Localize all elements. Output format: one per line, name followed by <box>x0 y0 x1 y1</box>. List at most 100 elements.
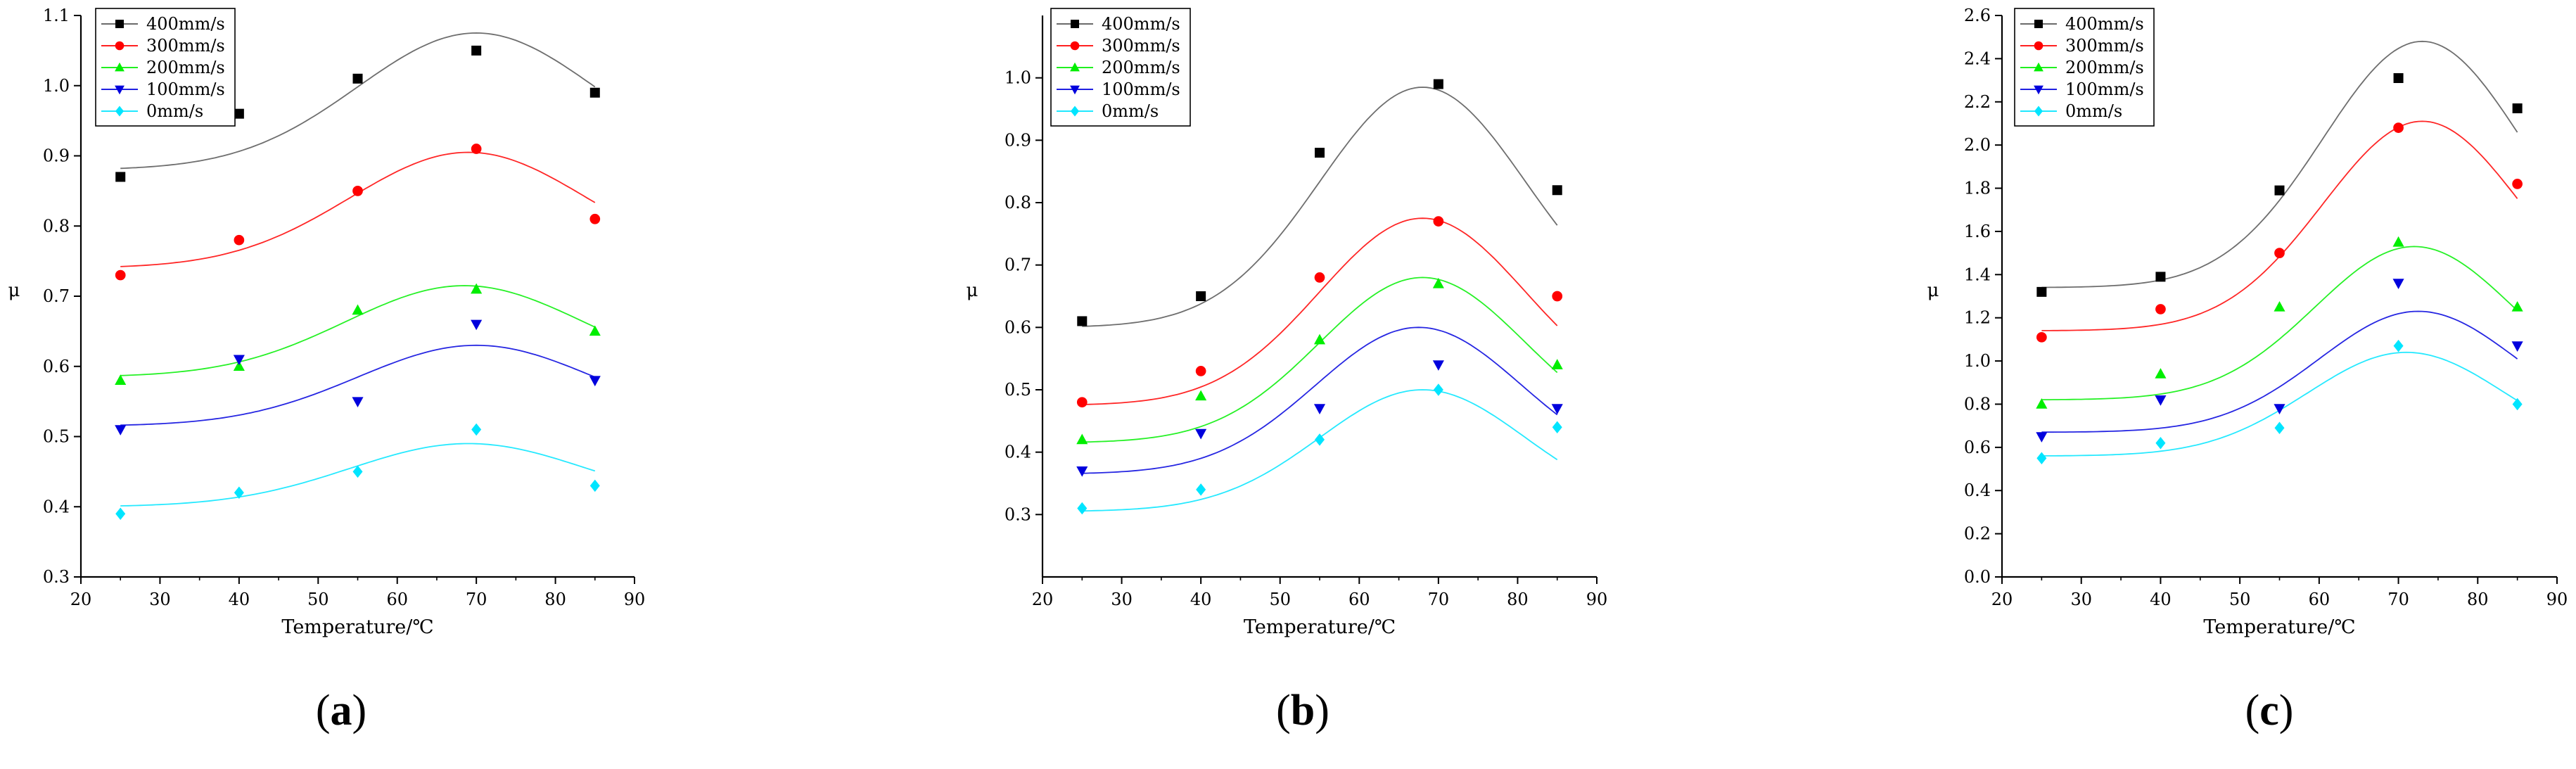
y-tick-label: 0.4 <box>1005 443 1031 462</box>
x-tick-label: 50 <box>1269 590 1291 609</box>
y-tick-label: 0.4 <box>1964 481 1991 500</box>
data-point <box>2036 452 2047 464</box>
data-point <box>115 374 127 385</box>
y-tick-label: 0.8 <box>1964 394 1991 414</box>
legend-marker <box>115 41 125 51</box>
y-tick-label: 0.7 <box>1005 255 1031 275</box>
panel-label-a: (a) <box>271 686 412 736</box>
y-tick-label: 1.0 <box>43 76 70 96</box>
x-axis-label: Temperature/℃ <box>1244 616 1396 638</box>
y-axis-label: μ <box>967 280 978 301</box>
data-point <box>471 319 483 331</box>
legend-marker <box>115 62 125 72</box>
legend-label: 100mm/s <box>1102 80 1180 99</box>
data-point <box>1432 277 1444 288</box>
data-point <box>471 45 482 56</box>
data-point <box>1433 216 1444 227</box>
legend-marker <box>1071 20 1079 28</box>
chart-b: 20 30 40 50 60 70 80 90 0.3 0.4 0.5 0.6 0.7 0.8 0.9 1.0… <box>967 8 1608 638</box>
data-point <box>352 73 363 84</box>
data-point <box>233 355 245 366</box>
data-point <box>2392 236 2404 247</box>
data-point <box>1315 148 1325 158</box>
y-tick-label: 1.6 <box>1964 222 1991 241</box>
legend-label: 100mm/s <box>2065 80 2144 99</box>
y-tick-label: 2.6 <box>1964 6 1991 25</box>
panel-label-close: ) <box>1315 687 1330 735</box>
y-tick-label: 1.0 <box>1005 68 1031 88</box>
y-tick-label: 0.6 <box>43 357 70 376</box>
data-point <box>589 325 601 336</box>
data-point <box>1552 291 1563 302</box>
y-tick-label: 1.1 <box>43 6 70 25</box>
fit-curve <box>120 285 596 376</box>
legend-label: 0mm/s <box>2065 101 2122 121</box>
y-tick-label: 0.6 <box>1005 317 1031 337</box>
data-point <box>2512 179 2523 189</box>
data-point <box>115 269 126 281</box>
legend-marker <box>115 85 125 95</box>
data-point <box>2511 341 2523 352</box>
data-point <box>234 108 244 119</box>
y-tick-label: 0.3 <box>1005 504 1031 524</box>
x-tick-label: 70 <box>2387 590 2409 609</box>
data-point <box>352 186 363 196</box>
data-point <box>352 397 364 408</box>
x-tick-label: 90 <box>1586 590 1608 609</box>
data-point <box>2036 432 2048 443</box>
legend-label: 400mm/s <box>1102 14 1180 34</box>
y-tick-label: 0.2 <box>1964 524 1991 544</box>
y-tick-label: 0.8 <box>1005 193 1031 212</box>
fit-curve <box>120 32 596 170</box>
y-tick-label: 2.0 <box>1964 135 1991 155</box>
data-point <box>115 507 126 520</box>
data-point <box>2274 404 2285 414</box>
data-point <box>1076 433 1088 445</box>
x-tick-label: 70 <box>466 590 487 609</box>
x-tick-label: 90 <box>624 590 646 609</box>
x-axis-label: Temperature/℃ <box>281 616 433 638</box>
y-tick-label: 0.0 <box>1964 567 1991 587</box>
y-tick-label: 0.8 <box>43 216 70 236</box>
legend-marker <box>2034 106 2043 117</box>
data-point <box>1313 333 1326 345</box>
y-tick-label: 0.9 <box>43 146 70 166</box>
panel-label-close: ) <box>352 687 367 735</box>
data-point <box>2274 300 2285 312</box>
fit-curve <box>2041 246 2518 400</box>
data-point <box>2393 122 2404 133</box>
x-tick-label: 80 <box>544 590 566 609</box>
data-point <box>2393 73 2404 84</box>
data-point <box>2392 279 2404 289</box>
panel-label-c: (c) <box>2199 686 2340 736</box>
legend-marker <box>2034 41 2043 51</box>
legend-label: 300mm/s <box>1102 36 1180 56</box>
data-point <box>1076 466 1088 477</box>
y-tick-label: 0.6 <box>1964 438 1991 457</box>
data-point <box>2512 398 2523 411</box>
legend-label: 300mm/s <box>146 36 225 56</box>
data-point <box>1077 316 1088 326</box>
x-axis-label: Temperature/℃ <box>2203 616 2355 638</box>
x-tick-label: 40 <box>229 590 250 609</box>
panel-label-open: ( <box>1276 687 1291 735</box>
data-point <box>234 486 244 500</box>
legend-label: 0mm/s <box>146 101 203 121</box>
x-tick-label: 50 <box>307 590 329 609</box>
fit-curve <box>120 344 596 426</box>
data-point <box>2274 421 2285 434</box>
x-tick-label: 60 <box>386 590 408 609</box>
legend-label: 100mm/s <box>146 80 225 99</box>
y-tick-label: 1.2 <box>1964 308 1991 328</box>
legend-marker <box>115 106 124 117</box>
data-point <box>2155 368 2167 379</box>
x-tick-label: 30 <box>2070 590 2092 609</box>
data-point <box>1196 483 1206 496</box>
data-point <box>2155 304 2166 314</box>
x-tick-label: 30 <box>149 590 171 609</box>
data-point <box>1195 366 1206 376</box>
chart-c: 20 30 40 50 60 70 80 90 0.0 0.2 0.4 0.6 0.8 1.0 1.2 1.4… <box>1927 6 2568 638</box>
legend-marker <box>2034 20 2043 28</box>
fit-curve <box>2041 120 2518 331</box>
